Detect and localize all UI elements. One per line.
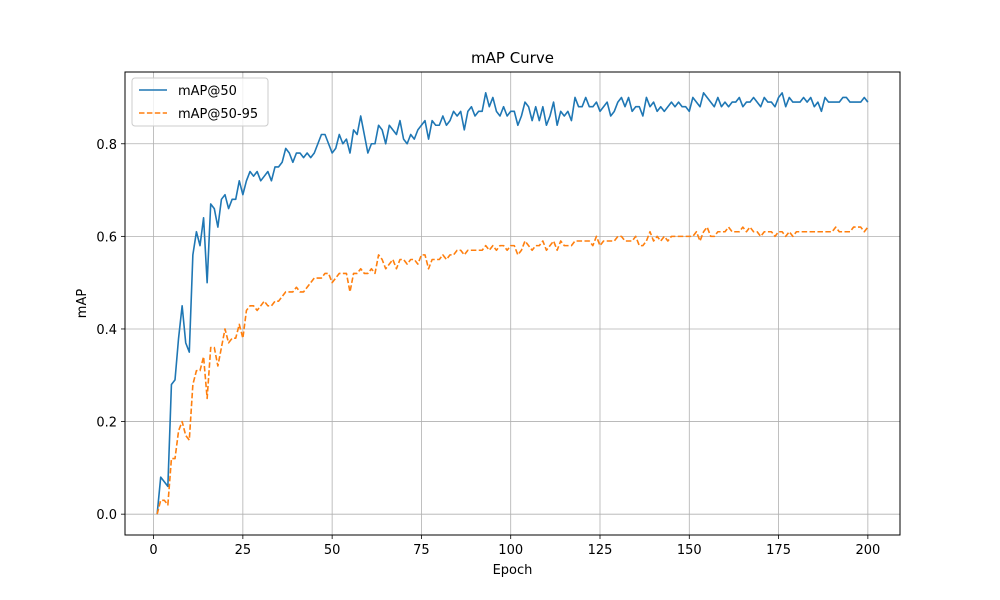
x-tick-label: 100 xyxy=(498,543,523,558)
x-tick-label: 0 xyxy=(149,543,157,558)
y-tick-label: 0.2 xyxy=(96,416,117,431)
plot-area-frame xyxy=(124,71,901,536)
y-tick-label: 0.6 xyxy=(96,230,117,245)
legend-label-map50: mAP@50 xyxy=(178,84,237,99)
x-tick-label: 175 xyxy=(766,543,791,558)
x-axis-label: Epoch xyxy=(493,563,533,578)
x-tick-label: 75 xyxy=(413,543,430,558)
y-axis-label: mAP xyxy=(75,289,90,319)
x-tick-label: 200 xyxy=(855,543,880,558)
series-lines xyxy=(156,92,869,515)
grid-lines xyxy=(125,72,900,535)
y-axis-ticks: 0.0 0.2 0.4 0.6 0.8 xyxy=(96,138,125,523)
x-tick-label: 25 xyxy=(235,543,252,558)
chart-title: mAP Curve xyxy=(471,49,554,67)
x-tick-label: 150 xyxy=(677,543,702,558)
series-line-map50 xyxy=(156,92,869,515)
y-tick-label: 0.4 xyxy=(96,323,117,338)
legend-label-map50-95: mAP@50-95 xyxy=(178,107,258,122)
x-axis-ticks: 0 25 50 75 100 125 150 175 200 xyxy=(149,535,880,558)
y-tick-label: 0.8 xyxy=(96,138,117,153)
y-tick-label: 0.0 xyxy=(96,508,117,523)
series-line-map50-95 xyxy=(156,226,869,515)
x-tick-label: 125 xyxy=(588,543,613,558)
legend: mAP@50 mAP@50-95 xyxy=(131,77,269,127)
x-tick-label: 50 xyxy=(324,543,341,558)
